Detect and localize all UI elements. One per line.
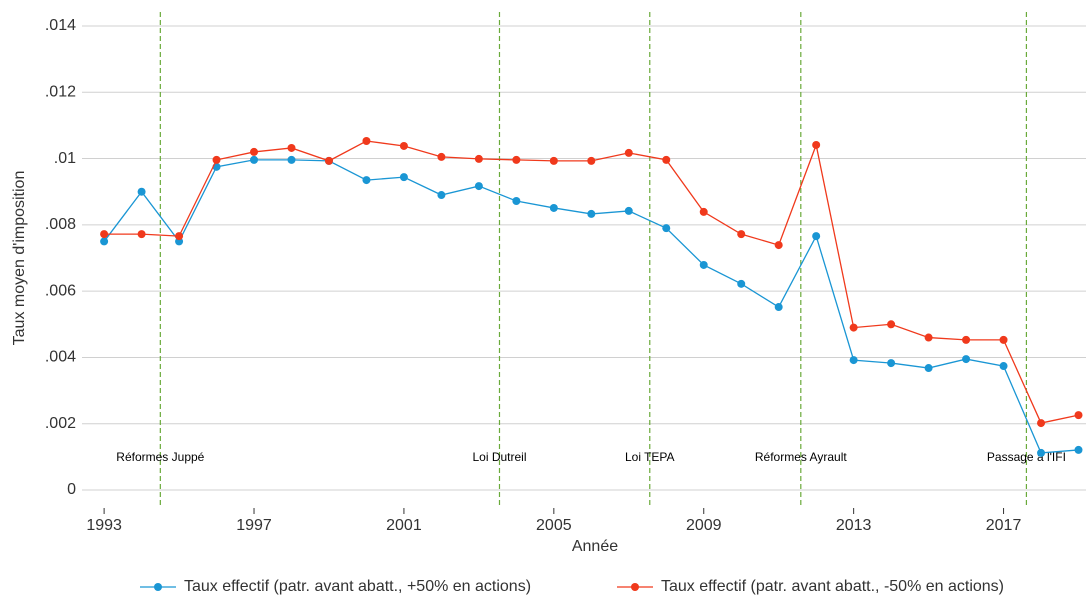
x-tick-label: 2009	[686, 517, 722, 534]
data-point	[212, 155, 221, 164]
data-point	[924, 333, 933, 342]
y-tick-label: .002	[45, 415, 76, 432]
data-point	[962, 355, 971, 364]
x-tick-label: 2013	[836, 517, 872, 534]
data-point	[399, 173, 408, 182]
data-point	[887, 320, 896, 329]
data-point	[437, 152, 446, 161]
legend-label: Taux effectif (patr. avant abatt., -50% …	[661, 578, 1004, 595]
data-point	[774, 241, 783, 250]
data-point	[399, 141, 408, 150]
data-point	[812, 232, 821, 241]
annotation-label: Réformes Ayrault	[755, 450, 847, 464]
data-point	[699, 260, 708, 269]
legend-swatch-dot	[154, 583, 162, 591]
x-axis-label: Année	[572, 538, 618, 555]
data-point	[324, 156, 333, 165]
data-point	[362, 176, 371, 185]
data-point	[100, 237, 109, 246]
y-tick-label: .012	[45, 83, 76, 100]
data-point	[812, 140, 821, 149]
series-line	[103, 159, 1079, 454]
data-point	[137, 230, 146, 239]
data-point	[999, 335, 1008, 344]
series-line	[104, 140, 1079, 424]
data-point	[962, 335, 971, 344]
data-point	[474, 182, 483, 191]
data-point	[362, 136, 371, 145]
data-point	[250, 155, 259, 164]
data-point	[887, 359, 896, 368]
x-tick-label: 2017	[986, 517, 1022, 534]
annotation-label: Réformes Juppé	[116, 450, 204, 464]
data-point	[1037, 448, 1046, 457]
y-tick-label: .014	[45, 17, 76, 34]
data-point	[437, 191, 446, 200]
data-point	[1037, 419, 1046, 428]
data-point	[662, 155, 671, 164]
data-point	[737, 279, 746, 288]
data-point	[512, 196, 521, 205]
data-point	[137, 187, 146, 196]
y-axis-label: Taux moyen d'imposition	[11, 171, 28, 346]
data-point	[549, 156, 558, 165]
data-point	[774, 303, 783, 312]
x-tick-label: 2005	[536, 517, 572, 534]
data-point	[924, 364, 933, 373]
data-point	[587, 209, 596, 218]
data-point	[849, 356, 858, 365]
data-point	[287, 143, 296, 152]
data-point	[474, 154, 483, 163]
data-point	[587, 156, 596, 165]
data-point	[549, 203, 558, 212]
data-point	[1074, 445, 1083, 454]
data-point	[999, 362, 1008, 371]
data-point	[662, 224, 671, 233]
data-point	[737, 230, 746, 239]
data-point	[849, 323, 858, 332]
legend-label: Taux effectif (patr. avant abatt., +50% …	[184, 578, 531, 595]
data-point	[1074, 411, 1083, 420]
annotation-label: Passage à l'IFI	[987, 450, 1066, 464]
data-point	[699, 207, 708, 216]
annotation-label: Loi TEPA	[625, 450, 675, 464]
y-tick-label: .008	[45, 216, 76, 233]
data-point	[100, 230, 109, 239]
y-tick-label: .004	[45, 349, 76, 366]
data-point	[175, 232, 184, 241]
data-point	[624, 148, 633, 157]
data-point	[624, 206, 633, 215]
data-point	[287, 155, 296, 164]
legend-swatch-dot	[631, 583, 639, 591]
y-tick-label: .006	[45, 282, 76, 299]
x-tick-label: 2001	[386, 517, 422, 534]
y-tick-label: 0	[67, 481, 76, 498]
x-tick-label: 1997	[236, 517, 272, 534]
y-tick-label: .01	[54, 150, 76, 167]
data-point	[250, 147, 259, 156]
data-point	[512, 155, 521, 164]
x-tick-label: 1993	[86, 517, 122, 534]
annotation-label: Loi Dutreil	[472, 450, 526, 464]
